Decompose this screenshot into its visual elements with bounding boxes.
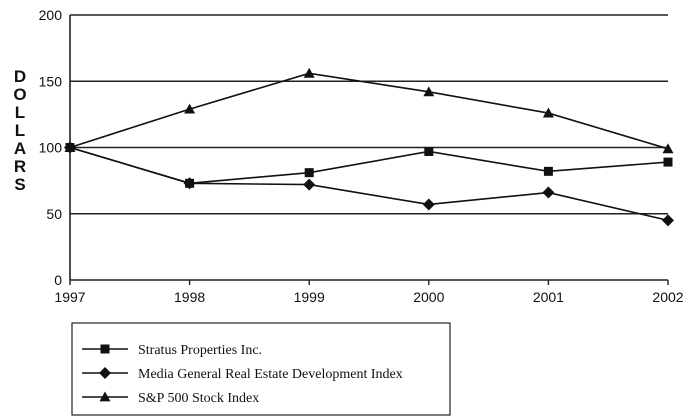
series-group bbox=[64, 67, 674, 227]
data-point-triangle bbox=[184, 103, 196, 114]
data-point-diamond bbox=[542, 186, 555, 199]
data-point-diamond bbox=[662, 214, 674, 227]
x-tick-label: 2001 bbox=[533, 289, 564, 305]
y-axis-label-letter: S bbox=[14, 175, 25, 194]
x-tick-label: 2000 bbox=[413, 289, 444, 305]
data-point-square bbox=[424, 146, 434, 156]
data-point-triangle bbox=[423, 86, 435, 97]
data-point-triangle bbox=[662, 143, 674, 154]
data-point-square bbox=[663, 157, 673, 167]
legend-item: Stratus Properties Inc. bbox=[82, 343, 262, 358]
data-point-triangle bbox=[542, 107, 554, 118]
data-point-diamond bbox=[303, 178, 316, 191]
legend-item: Media General Real Estate Development In… bbox=[82, 367, 403, 382]
y-axis-label-letter: A bbox=[14, 139, 26, 158]
series-square bbox=[65, 143, 673, 188]
legend-marker-diamond bbox=[99, 367, 111, 379]
y-tick-label: 100 bbox=[39, 140, 63, 156]
data-point-triangle bbox=[64, 142, 76, 152]
legend-box bbox=[71, 322, 451, 416]
legend-label: S&P 500 Stock Index bbox=[138, 391, 259, 406]
y-tick-label: 0 bbox=[54, 272, 62, 288]
series-line bbox=[69, 146, 669, 185]
x-tick-labels: 1997 1998 1999 2000 2001 2002 bbox=[54, 280, 684, 305]
series-line bbox=[69, 72, 669, 150]
data-point-square bbox=[304, 168, 314, 178]
y-tick-labels: 0 50 100 150 200 bbox=[39, 7, 63, 288]
y-axis-label-letter: L bbox=[15, 121, 25, 140]
y-axis-label-letter: L bbox=[15, 103, 25, 122]
x-tick-label: 2002 bbox=[652, 289, 683, 305]
legend-label: Stratus Properties Inc. bbox=[138, 343, 262, 358]
legend-label: Media General Real Estate Development In… bbox=[138, 367, 403, 382]
series-triangle bbox=[64, 67, 674, 154]
x-tick-label: 1997 bbox=[54, 289, 85, 305]
data-point-triangle bbox=[303, 67, 315, 78]
legend-item: S&P 500 Stock Index bbox=[82, 391, 259, 406]
y-tick-label: 200 bbox=[39, 7, 63, 23]
legend-marker-square bbox=[100, 344, 110, 354]
grid-lines bbox=[70, 14, 668, 215]
data-point-diamond bbox=[183, 177, 196, 190]
legend: Stratus Properties Inc. Media General Rea… bbox=[71, 322, 451, 416]
y-axis-label-letter: O bbox=[13, 85, 26, 104]
series-line bbox=[69, 146, 669, 222]
y-axis-label-letter: R bbox=[14, 157, 26, 176]
data-point-square bbox=[543, 166, 553, 176]
y-tick-label: 50 bbox=[46, 206, 62, 222]
x-tick-label: 1999 bbox=[294, 289, 325, 305]
y-tick-label: 150 bbox=[39, 73, 63, 89]
legend-marker-triangle bbox=[99, 391, 111, 402]
x-tick-label: 1998 bbox=[174, 289, 205, 305]
y-axis-label-letter: D bbox=[14, 67, 26, 86]
data-point-diamond bbox=[422, 198, 435, 211]
